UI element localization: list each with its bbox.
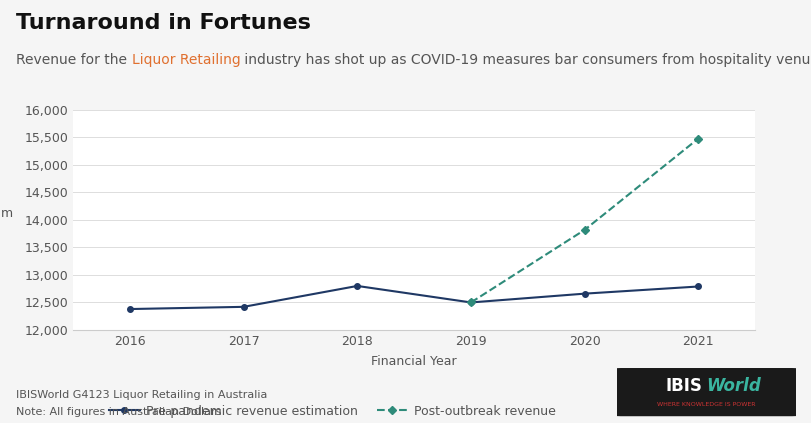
Legend: Pre-pandemic revenue estimation, Post-outbreak revenue: Pre-pandemic revenue estimation, Post-ou… xyxy=(103,400,560,423)
Line: Post-outbreak revenue: Post-outbreak revenue xyxy=(468,136,700,305)
Y-axis label: $m: $m xyxy=(0,207,14,220)
Text: WHERE KNOWLEDGE IS POWER: WHERE KNOWLEDGE IS POWER xyxy=(656,402,755,407)
Text: Revenue for the: Revenue for the xyxy=(16,53,131,67)
Text: industry has shot up as COVID-19 measures bar consumers from hospitality venues.: industry has shot up as COVID-19 measure… xyxy=(240,53,811,67)
Text: Liquor Retailing: Liquor Retailing xyxy=(131,53,240,67)
Pre-pandemic revenue estimation xyxy=(352,283,362,288)
Text: Turnaround in Fortunes: Turnaround in Fortunes xyxy=(16,13,311,33)
FancyBboxPatch shape xyxy=(611,368,800,416)
Pre-pandemic revenue estimation xyxy=(466,300,475,305)
Text: Note: All figures in Australian Dollars: Note: All figures in Australian Dollars xyxy=(16,407,221,417)
Post-outbreak revenue xyxy=(693,136,702,141)
Post-outbreak revenue xyxy=(466,300,475,305)
Pre-pandemic revenue estimation xyxy=(238,304,248,309)
Pre-pandemic revenue estimation xyxy=(125,307,135,312)
Pre-pandemic revenue estimation xyxy=(693,284,702,289)
Line: Pre-pandemic revenue estimation: Pre-pandemic revenue estimation xyxy=(127,283,700,312)
X-axis label: Financial Year: Financial Year xyxy=(371,355,457,368)
Text: IBIS: IBIS xyxy=(665,377,702,395)
Text: World: World xyxy=(706,377,760,395)
Text: IBISWorld G4123 Liquor Retailing in Australia: IBISWorld G4123 Liquor Retailing in Aust… xyxy=(16,390,268,400)
Pre-pandemic revenue estimation xyxy=(579,291,589,296)
Post-outbreak revenue xyxy=(579,227,589,232)
